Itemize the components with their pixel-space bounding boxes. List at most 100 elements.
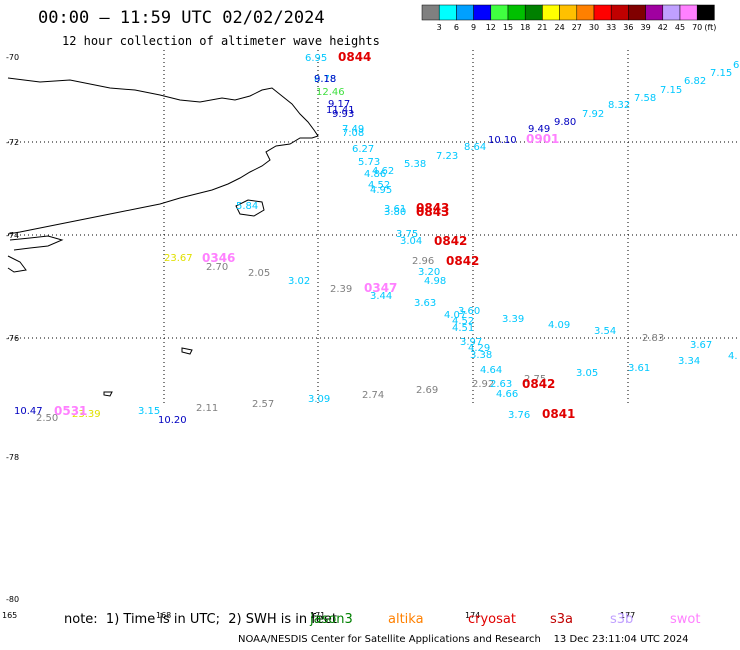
legend-tick: 15 — [503, 23, 513, 32]
wave-height-label: 4.66 — [496, 389, 518, 400]
wave-height-label: 8.32 — [608, 100, 630, 111]
wave-height-label: 12.46 — [316, 87, 345, 98]
map-frame — [8, 50, 740, 610]
legend-unit: (ft) — [704, 23, 716, 32]
mission-swot: swot — [670, 612, 701, 627]
wave-height-label: 3.76 — [508, 410, 530, 421]
mission-cryosat: cryosat — [468, 612, 516, 627]
legend-swatch — [473, 4, 492, 21]
mission-s3b: s3b — [610, 612, 634, 627]
legend-tick: 9 — [471, 23, 476, 32]
coastline — [7, 77, 319, 397]
mission-altika: altika — [388, 612, 424, 627]
legend-tick: 3 — [437, 23, 442, 32]
wave-height-label: 5.84 — [236, 201, 258, 212]
legend-swatch — [696, 4, 715, 21]
wave-height-label: 2.50 — [36, 413, 58, 424]
wave-height-label: 4.51 — [452, 323, 474, 334]
wave-height-label: 3.04 — [400, 236, 422, 247]
coast-segment-2 — [9, 235, 64, 251]
coastline-main — [7, 77, 319, 235]
wave-height-label: 7.92 — [582, 109, 604, 120]
wave-height-label: 7.15 — [660, 85, 682, 96]
wave-height-label: 3.02 — [288, 276, 310, 287]
lon-label-171: 171 — [310, 611, 325, 620]
wave-height-label: 2.57 — [252, 399, 274, 410]
wave-height-label: 3.39 — [502, 314, 524, 325]
pass-time-label: 0844 — [338, 50, 371, 64]
wave-height-label: 2.96 — [412, 256, 434, 267]
legend-swatch — [456, 4, 474, 21]
legend-tick: 36 — [623, 23, 633, 32]
lat-label-74: -74 — [6, 231, 19, 240]
wave-height-label: 3.34 — [678, 356, 700, 367]
wave-height-label: 3.20 — [418, 267, 440, 278]
pass-time-label: 0531 — [54, 404, 87, 418]
wave-height-label: 4.52 — [368, 180, 390, 191]
wave-height-label: 7.23 — [436, 151, 458, 162]
wave-height-label: 2.75 — [524, 374, 546, 385]
wave-height-label: 4. — [728, 351, 738, 362]
wave-height-label: 3.61 — [384, 204, 406, 215]
pass-time-label: 0347 — [364, 281, 397, 295]
wave-height-label: 8.64 — [464, 142, 486, 153]
pass-time-label: 0842 — [434, 234, 467, 248]
wave-height-label: 11.41 — [326, 105, 355, 116]
page-subtitle: 12 hour collection of altimeter wave hei… — [62, 34, 380, 48]
wave-height-label: 7.15 — [710, 68, 732, 79]
legend-tick: 12 — [486, 23, 496, 32]
pass-time-label: 0346 — [202, 251, 235, 265]
legend-swatch — [593, 4, 612, 21]
wave-height-label: 10.47 — [14, 406, 43, 417]
wave-height-label: 3.63 — [414, 298, 436, 309]
wave-height-label: 10.10 — [488, 135, 517, 146]
mission-s3a: s3a — [550, 612, 574, 627]
legend-swatch — [507, 4, 526, 21]
wave-height-label: 7.58 — [634, 93, 656, 104]
wave-height-label: 3.75 — [396, 229, 418, 240]
wave-height-label: 3.38 — [470, 350, 492, 361]
wave-height-label: 4.98 — [424, 276, 446, 287]
page-title: 00:00 – 11:59 UTC 02/02/2024 — [38, 8, 325, 28]
wave-height-label: 5.73 — [358, 157, 380, 168]
wave-height-label: 4.64 — [480, 365, 502, 376]
wave-height-label: 6.95 — [305, 53, 327, 64]
wave-height-label: 2.83 — [642, 333, 664, 344]
wave-height-label: 9.49 — [528, 124, 550, 135]
legend-swatch — [559, 4, 578, 21]
mission-jason3: jason3 — [310, 612, 353, 627]
wave-height-label: 2.70 — [206, 262, 228, 273]
legend-swatch — [645, 4, 664, 21]
legend-tick: 21 — [537, 23, 547, 32]
wave-height-label: 8.78 — [314, 74, 336, 85]
legend-tick: 30 — [589, 23, 599, 32]
wave-height-label: 6.27 — [352, 144, 374, 155]
wave-height-label: 4.52 — [452, 316, 474, 327]
wave-height-label: 2.92 — [472, 379, 494, 390]
legend-tick: 18 — [520, 23, 530, 32]
wave-height-label: 2.69 — [416, 385, 438, 396]
legend-tick: 70 — [692, 23, 702, 32]
wave-height-label: 2.05 — [248, 268, 270, 279]
wave-height-label: 4.62 — [372, 166, 394, 177]
pass-time-label: 0843 — [416, 205, 449, 219]
pass-time-label: 0842 — [522, 377, 555, 391]
legend-tick: 33 — [606, 23, 616, 32]
lon-label-177: 177 — [620, 611, 635, 620]
wave-height-label: 2.39 — [330, 284, 352, 295]
wave-height-label: 3.67 — [690, 340, 712, 351]
legend-swatch — [542, 4, 560, 21]
legend-swatch — [679, 4, 698, 21]
wave-height-label: 6.82 — [684, 76, 706, 87]
lat-label-80: -80 — [6, 595, 19, 604]
legend-tick: 42 — [658, 23, 668, 32]
pass-time-label: 0901 — [526, 132, 559, 146]
island-3 — [103, 391, 113, 397]
wave-height-label: 2.74 — [362, 390, 384, 401]
wave-height-label: 9.18 — [314, 74, 336, 85]
legend-tick: 45 — [675, 23, 685, 32]
wave-height-label: 3.61 — [628, 363, 650, 374]
